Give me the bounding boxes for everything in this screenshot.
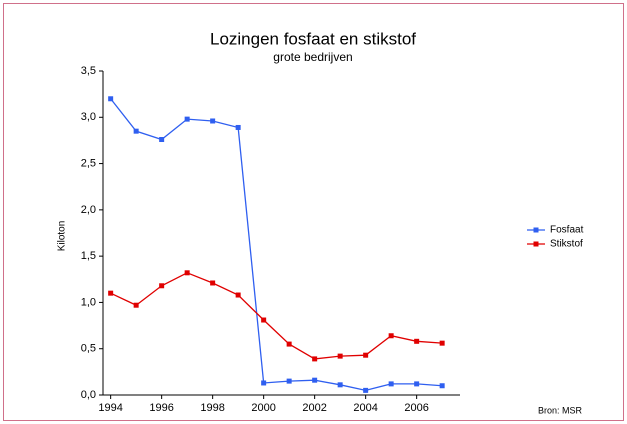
y-axis-label: Kiloton [57,221,68,252]
x-tick-label: 2006 [404,402,428,414]
point-marker [159,137,165,143]
y-tick-label: 0,5 [81,343,96,355]
point-marker [439,383,445,389]
legend-label: Stikstof [550,239,583,250]
series-line [110,272,443,360]
point-marker [235,124,241,130]
y-tick-label: 1,5 [81,250,96,262]
frame [3,3,624,421]
x-tick-label: 2004 [353,402,377,414]
y-tick-label: 0,0 [81,389,96,401]
point-marker [108,290,114,296]
point-marker [337,353,343,359]
point-marker [133,128,139,134]
point-marker [312,377,318,383]
point-marker [235,292,241,298]
chart-subtitle: grote bedrijven [273,50,352,64]
point-marker [439,340,445,346]
point-marker [388,381,394,387]
point-marker [108,96,114,102]
point-marker [184,116,190,122]
legend-label: Fosfaat [550,225,584,236]
x-tick-label: 2000 [251,402,275,414]
point-marker [261,317,267,323]
legend-marker [533,227,539,233]
point-marker [133,302,139,308]
y-tick-label: 2,0 [81,204,96,216]
source-note: Bron: MSR [538,405,583,415]
y-tick-label: 3,0 [81,111,96,123]
x-tick-label: 1994 [98,402,122,414]
x-tick-label: 2002 [302,402,326,414]
point-marker [184,270,190,276]
legend-marker [533,241,539,247]
point-marker [312,356,318,362]
point-marker [363,352,369,358]
point-marker [414,381,420,387]
point-marker [363,387,369,393]
y-tick-label: 2,5 [81,157,96,169]
point-marker [159,283,165,289]
point-marker [388,333,394,339]
chart-title: Lozingen fosfaat en stikstof [210,29,416,48]
series-line [110,98,443,392]
point-marker [337,382,343,388]
point-marker [414,338,420,344]
y-tick-label: 3,5 [81,65,96,77]
point-marker [286,341,292,347]
point-marker [210,280,216,286]
point-marker [261,380,267,386]
x-tick-label: 1998 [200,402,224,414]
x-tick-label: 1996 [149,402,173,414]
point-marker [210,118,216,124]
point-marker [286,378,292,384]
y-tick-label: 1,0 [81,296,96,308]
